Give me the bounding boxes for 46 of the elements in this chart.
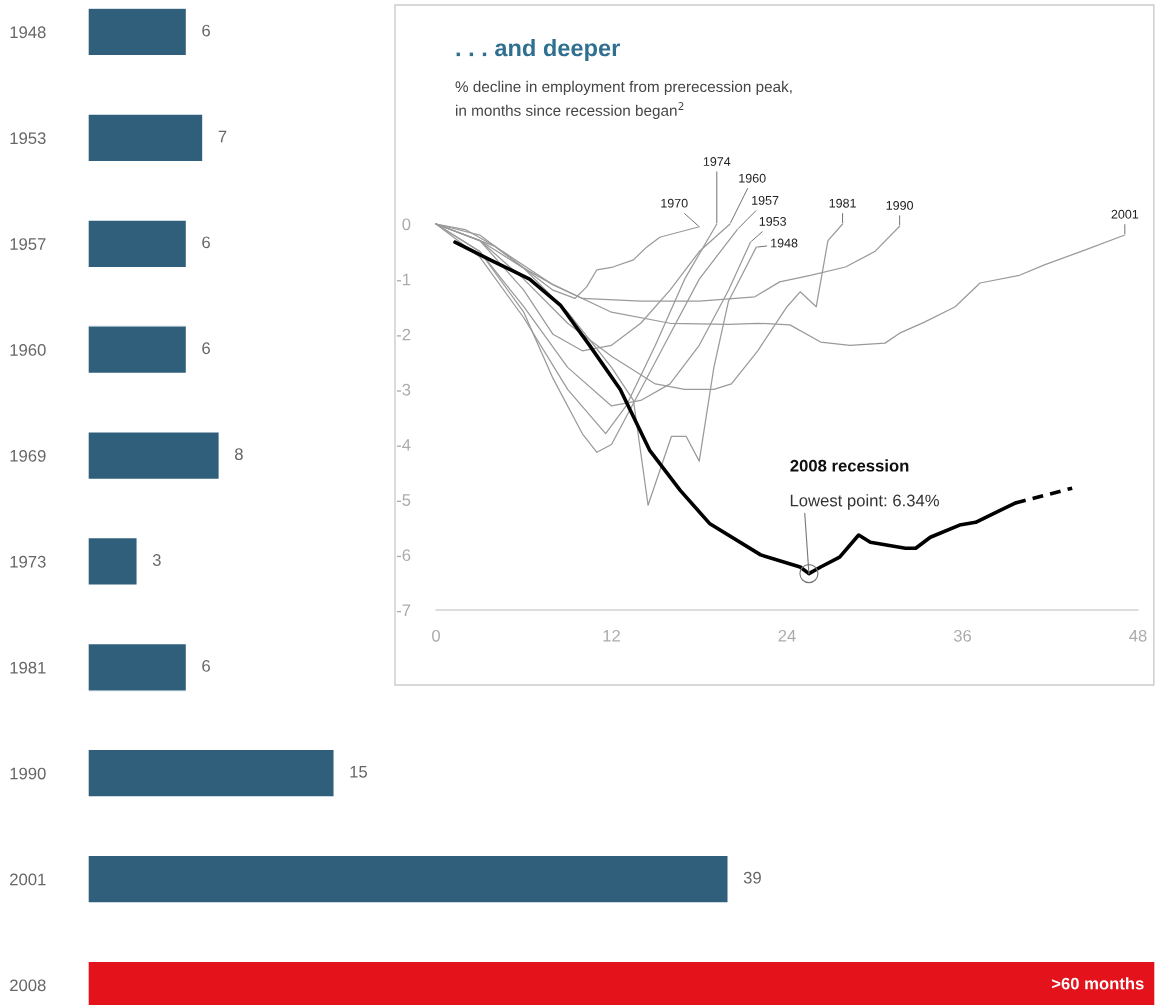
y-tick-label: 1990 [10, 767, 46, 780]
y-tick-label: -4 [396, 439, 411, 451]
y-tick-label: 1969 [10, 449, 46, 462]
data-label: 6 [202, 342, 210, 355]
y-tick-label: -6 [396, 549, 411, 562]
y-tick-label: -5 [396, 494, 411, 506]
chart-subtitle: % decline in employment from prerecession peak, in months since recession began$^{2}$ [455, 80, 792, 119]
annotation: 2008 recession [790, 459, 909, 472]
x-tick-label: 24 [778, 629, 796, 642]
data-label: 6 [202, 24, 210, 37]
y-tick-label: 1957 [10, 238, 46, 250]
y-tick-label: -3 [396, 383, 411, 396]
series-label: 1953 [759, 216, 787, 226]
data-label: 3 [152, 554, 161, 566]
y-tick-label: 2008 [10, 979, 46, 992]
y-tick-label: -7 [396, 604, 411, 617]
series-label: 1981 [829, 198, 856, 208]
y-tick-label: 1960 [10, 344, 46, 356]
x-tick-label: 36 [953, 629, 972, 642]
data-label: 39 [743, 871, 761, 884]
y-tick-label: 1981 [10, 661, 46, 674]
text: 1957 [752, 195, 779, 205]
y-tick-label: 0 [402, 218, 411, 231]
y-tick-label: -1 [396, 273, 411, 286]
y-tick-label: 1948 [10, 26, 46, 39]
y-tick-label: 1953 [10, 132, 46, 145]
series-label: 1990 [886, 200, 914, 210]
x-tick-label: 12 [603, 629, 620, 642]
series-label: 1948 [771, 238, 798, 248]
data-label: 6 [202, 236, 210, 249]
y-tick-label: -2 [396, 328, 411, 341]
x-tick-label: 48 [1129, 629, 1147, 642]
chart-title: . . . and deeper [456, 39, 620, 61]
data-label: 6 [202, 660, 210, 672]
data-label: >60 months [1051, 977, 1144, 990]
annotation: Lowest point: 6.34% [790, 494, 939, 510]
text: 1960 [739, 173, 766, 183]
data-label: 8 [234, 448, 243, 461]
y-tick-label: 2001 [10, 873, 46, 886]
y-tick-label: 1973 [10, 555, 46, 568]
series-label: 2001 [1111, 209, 1139, 219]
x-tick-label: 0 [432, 629, 440, 642]
data-label: 7 [218, 130, 227, 143]
text: 1974 [703, 157, 731, 166]
series-label: 1970 [661, 198, 688, 208]
data-label: 15 [350, 766, 368, 778]
